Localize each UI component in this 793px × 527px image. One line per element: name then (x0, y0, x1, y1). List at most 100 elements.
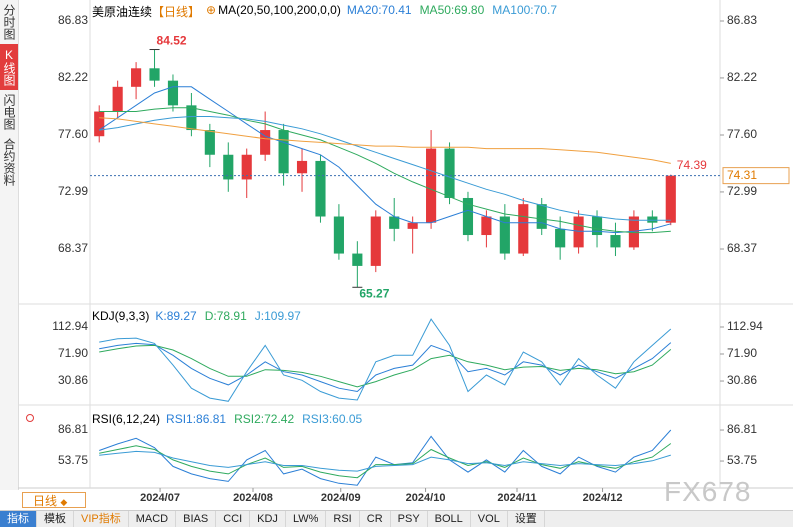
toolbar-button[interactable]: VOL (471, 511, 508, 527)
candle-body (499, 216, 510, 254)
candle-body (518, 204, 529, 254)
series-line (99, 342, 672, 393)
indicator: MA(20,50,100,200,0,0) (218, 3, 341, 17)
title: RSI(6,12,24) (92, 412, 161, 426)
series-line (99, 318, 672, 402)
candle-body (278, 130, 289, 174)
candle-body (462, 197, 474, 236)
period-selector[interactable]: 日线 ◆ (22, 492, 86, 508)
candle-body (481, 216, 492, 236)
toolbar-button[interactable]: CCI (216, 511, 251, 527)
toolbar-button[interactable]: BIAS (176, 511, 217, 527)
legend-entry: RSI2:72.42 (234, 412, 295, 426)
toolbar-button[interactable]: 模板 (37, 511, 74, 527)
y-tick-label: 86.83 (58, 13, 88, 27)
y-tick-label: 68.37 (58, 241, 88, 255)
toolbar-button[interactable]: 指标 (0, 511, 37, 527)
toolbar-button[interactable]: LW% (286, 511, 327, 527)
y-tick-label: 112.94 (52, 319, 88, 333)
candle-body (444, 148, 455, 198)
toolbar-button[interactable]: RSI (326, 511, 360, 527)
title: 美原油连续 (92, 5, 153, 19)
legend-entry: RSI3:60.05 (302, 412, 363, 426)
settings-icon[interactable] (26, 414, 34, 422)
toolbar-button[interactable]: MACD (129, 511, 177, 527)
candle-body (131, 68, 142, 87)
toolbar-button[interactable]: 设置 (508, 511, 545, 527)
candle-body (647, 216, 658, 223)
y-tick-label: 53.75 (727, 453, 757, 467)
y-tick-label: 72.99 (727, 184, 757, 198)
series-line (99, 116, 671, 221)
x-tick-label: 2024/12 (583, 492, 623, 504)
dropdown-icon: ◆ (60, 497, 68, 507)
sidebar-tab[interactable]: 闪电图 (2, 94, 16, 130)
toolbar: 指标 模板 VIP指标 MACD BIAS CCI KDJ LW% RSI CR PSY BOLL VO… (0, 510, 793, 527)
candle-body (149, 68, 160, 81)
y-tick-label: 86.81 (727, 422, 757, 436)
series-line (99, 450, 671, 472)
sidebar-tab[interactable]: 合约资料 (2, 138, 16, 186)
legend-entry: MA50:69.80 (419, 3, 485, 17)
sidebar-tab[interactable]: K线图 (0, 44, 18, 90)
y-tick-label: 82.22 (58, 70, 88, 84)
y-tick-label: 53.75 (58, 453, 88, 467)
y-tick-label: 68.37 (727, 241, 757, 255)
toolbar-button[interactable]: CR (360, 511, 391, 527)
x-tick-label: 2024/10 (406, 492, 446, 504)
add-icon[interactable]: ⊕ (206, 3, 217, 17)
kdj-header: KDJ(9,3,3) K:89.27 D:78.91 J:109.97 (92, 309, 301, 323)
toolbar-button[interactable]: VIP指标 (74, 511, 129, 527)
candle-body (296, 160, 308, 174)
legend-entry: J:109.97 (254, 309, 301, 323)
candle-body (426, 148, 437, 223)
y-tick-label: 71.90 (58, 346, 88, 360)
x-tick-label: 2024/09 (321, 492, 361, 504)
y-tick-label: 72.99 (58, 184, 88, 198)
candle-body (260, 130, 271, 155)
sidebar-tab[interactable]: 分时图 (2, 4, 16, 40)
candle-body (610, 235, 621, 248)
candle-body (573, 216, 584, 248)
legend: K:89.27 D:78.91 J:109.97 (155, 309, 300, 323)
rsi-header: RSI(6,12,24) RSI1:86.81 RSI2:72.42 RSI3:60… (92, 412, 362, 426)
y-tick-label: 86.81 (58, 422, 88, 436)
y-tick-label: 77.60 (58, 127, 88, 141)
candle-body (591, 216, 603, 236)
candle-body (94, 111, 105, 137)
candle-body (628, 216, 639, 248)
price-header: 美原油连续 【日线】 ⊕ MA(20,50,100,200,0,0) MA20:… (92, 3, 557, 20)
high-label: 84.52 (157, 34, 187, 48)
y-tick-label: 30.86 (58, 373, 88, 387)
series-line (99, 107, 671, 234)
series-line (99, 117, 671, 164)
candle-body (370, 216, 381, 266)
candle-body (204, 130, 215, 155)
toolbar-button[interactable]: PSY (391, 511, 428, 527)
legend: RSI1:86.81 RSI2:72.42 RSI3:60.05 (166, 412, 362, 426)
low-label: 65.27 (359, 286, 389, 300)
y-tick-label: 71.90 (727, 346, 757, 360)
candle-body (112, 86, 123, 112)
candle-body (665, 175, 676, 223)
last-high-label: 74.39 (677, 158, 707, 172)
series-line (98, 86, 671, 234)
candle-body (167, 80, 179, 106)
legend-entry: MA20:70.41 (346, 3, 412, 17)
candle-body (315, 160, 326, 217)
last-price-box (722, 167, 790, 185)
period-label: 日线 (33, 494, 58, 508)
candle-body (186, 105, 197, 131)
toolbar-button[interactable]: KDJ (250, 511, 286, 527)
candle-body (333, 216, 344, 254)
candle-body (536, 204, 547, 229)
toolbar-button[interactable]: BOLL (428, 511, 471, 527)
x-tick-label: 2024/11 (497, 492, 536, 504)
x-tick-label: 2024/07 (140, 492, 180, 504)
y-tick-label: 112.94 (727, 319, 763, 333)
candle-body (241, 154, 252, 180)
y-tick-label: 77.60 (727, 127, 757, 141)
candle-body (407, 222, 418, 229)
